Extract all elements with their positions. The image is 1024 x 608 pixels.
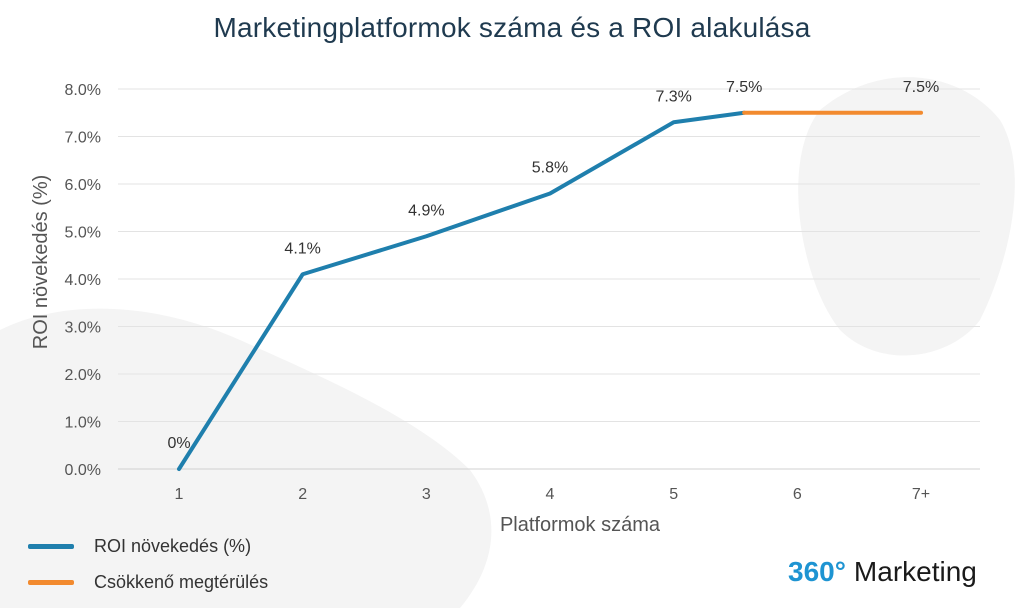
brand-logo: 360° Marketing — [788, 556, 977, 588]
data-label: 5.8% — [532, 160, 568, 177]
y-tick-label: 3.0% — [65, 320, 101, 337]
legend-label-decline: Csökkenő megtérülés — [94, 571, 269, 592]
legend-swatch-decline — [28, 579, 74, 585]
legend-item-roi: ROI növekedés (%) — [28, 528, 268, 564]
y-tick-label: 1.0% — [65, 415, 101, 432]
data-label: 0% — [167, 435, 190, 452]
y-tick-label: 4.0% — [65, 272, 101, 289]
legend-label-roi: ROI növekedés (%) — [94, 535, 252, 556]
legend: ROI növekedés (%) Csökkenő megtérülés — [28, 528, 268, 600]
background-blob-right — [798, 77, 1015, 356]
y-tick-label: 5.0% — [65, 225, 101, 242]
brand-name: Marketing — [853, 556, 977, 587]
series-line-roi — [177, 110, 747, 471]
x-axis-title: Platformok száma — [500, 514, 661, 536]
data-label: 4.1% — [284, 240, 320, 257]
legend-item-decline: Csökkenő megtérülés — [28, 564, 268, 600]
y-axis-title: ROI növekedés (%) — [30, 175, 52, 350]
background-blob-left — [0, 308, 492, 608]
data-label: 7.3% — [655, 88, 691, 105]
y-tick-label: 2.0% — [65, 367, 101, 384]
data-label: 7.5% — [726, 79, 762, 96]
x-tick-label: 3 — [422, 486, 431, 503]
data-label: 7.5% — [903, 79, 939, 96]
legend-swatch-roi — [28, 543, 74, 549]
x-tick-label: 6 — [793, 486, 802, 503]
brand-number: 360° — [788, 556, 846, 587]
y-tick-label: 8.0% — [65, 82, 101, 99]
y-tick-label: 7.0% — [65, 130, 101, 147]
x-tick-label: 2 — [298, 486, 307, 503]
x-tick-label: 7+ — [912, 486, 930, 503]
data-label: 4.9% — [408, 202, 444, 219]
x-tick-label: 4 — [546, 486, 555, 503]
x-tick-label: 1 — [175, 486, 184, 503]
y-tick-label: 6.0% — [65, 177, 101, 194]
x-tick-label: 5 — [669, 486, 678, 503]
chart-title: Marketingplatformok száma és a ROI alaku… — [213, 12, 811, 43]
y-tick-label: 0.0% — [65, 462, 101, 479]
